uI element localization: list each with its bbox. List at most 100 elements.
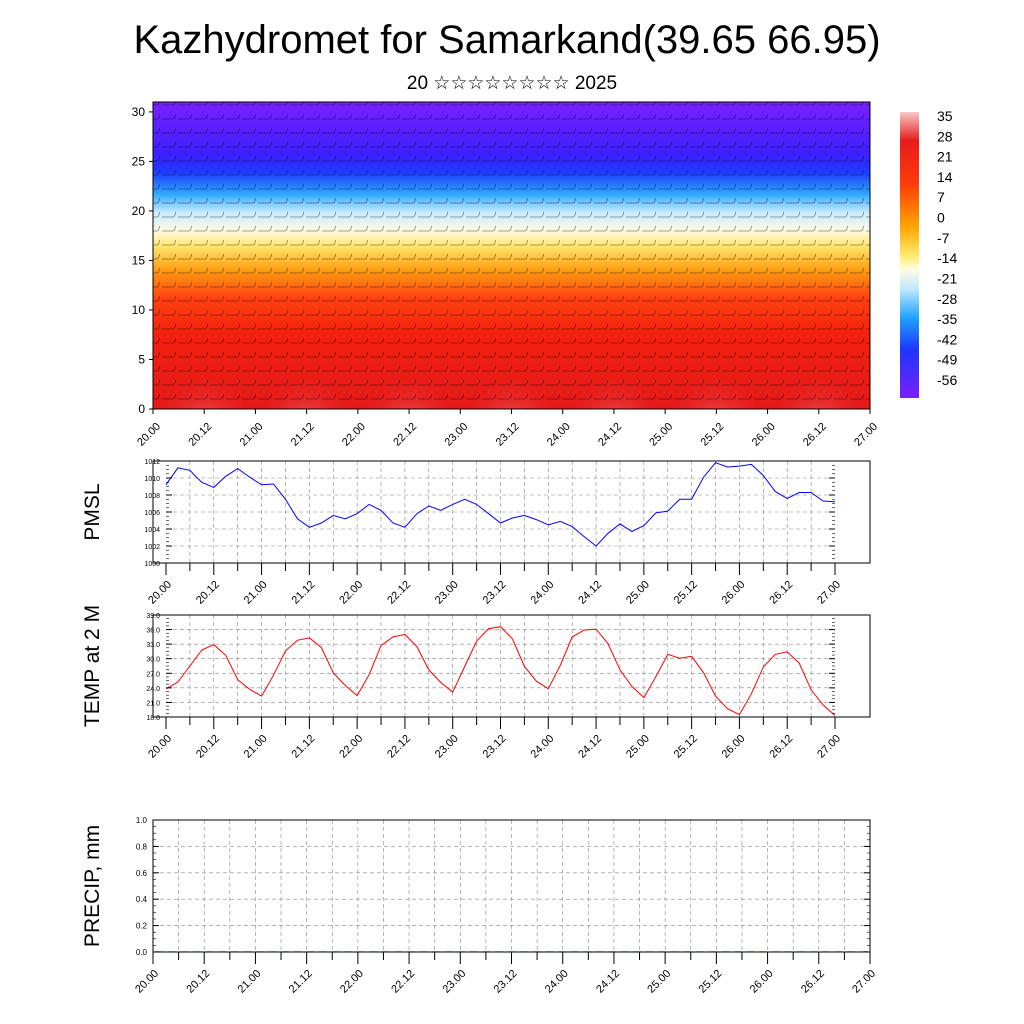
precip-bar xyxy=(344,951,352,952)
y-tick-label: 1008 xyxy=(144,493,160,500)
y-tick-label: 1004 xyxy=(144,527,160,534)
temp-x-axis: 20.00 20.12 21.00 21.12 22.00 22.12 23.00 23.12… xyxy=(146,717,843,761)
x-tick-label: 25.00 xyxy=(624,733,652,761)
precip-bar xyxy=(293,951,302,952)
y-tick-label: 1.0 xyxy=(136,816,148,825)
colorbar-label: 21 xyxy=(937,149,953,165)
precip-bar xyxy=(532,951,541,952)
y-tick-label: 0 xyxy=(138,402,145,416)
x-tick-label: 20.12 xyxy=(186,421,214,449)
precip-bar xyxy=(381,951,390,952)
precip-bar xyxy=(168,951,176,952)
x-tick-label: 26.00 xyxy=(750,421,778,449)
y-tick-label: 0.6 xyxy=(136,869,148,878)
colorbar-labels: 35 28 21 14 7 0 -7 -14 -21 -28 -35 -42 -49 -56 xyxy=(937,108,957,388)
x-tick-label: 24.00 xyxy=(528,733,556,761)
x-tick-label: 27.00 xyxy=(815,579,843,607)
temp-y-axis: 18.0 21.0 24.0 27.0 30.0 33.0 36.0 39.0 xyxy=(146,613,835,722)
precip-bar xyxy=(331,951,340,952)
pmsl-x-axis: 20.00 20.12 21.00 21.12 22.00 22.12 23.00 23.12… xyxy=(146,563,843,607)
x-tick-label: 21.12 xyxy=(287,968,315,996)
x-tick-label: 24.12 xyxy=(594,968,622,996)
cross-section-x-axis: 20.00 20.12 21.00 21.12 22.00 22.12 23.00 23.12… xyxy=(135,409,880,449)
x-tick-label: 24.12 xyxy=(596,421,624,449)
colorbar-label: 35 xyxy=(937,108,953,124)
y-tick-label: 20 xyxy=(132,204,146,218)
colorbar-label: -7 xyxy=(937,230,950,246)
precip-bar xyxy=(721,951,730,952)
x-tick-label: 26.12 xyxy=(767,733,795,761)
precip-bar xyxy=(633,951,642,952)
temp-frame xyxy=(152,614,871,718)
cross-section-panel: 0 5 10 15 20 25 30 20.00 20.12 21.00 21.12 22.00 22… xyxy=(132,101,880,449)
precip-bar xyxy=(155,951,164,952)
pmsl-frame xyxy=(152,460,871,564)
colorbar-label: -14 xyxy=(937,250,957,266)
x-tick-label: 24.12 xyxy=(576,579,604,607)
temp-panel: 18.021.024.027.030.033.036.039.0 20.00 20… xyxy=(81,605,871,761)
precip-bar xyxy=(495,951,503,952)
precip-y-axis: 0.0 0.2 0.4 0.6 0.8 1.0 xyxy=(136,816,870,957)
x-tick-label: 23.12 xyxy=(481,579,509,607)
x-tick-label: 26.00 xyxy=(720,733,748,761)
x-tick-label: 21.00 xyxy=(242,733,270,761)
wind-barbs-overlay xyxy=(153,102,870,409)
x-tick-label: 22.00 xyxy=(337,579,365,607)
precip-bar xyxy=(620,951,629,952)
x-tick-label: 22.12 xyxy=(391,421,419,449)
precip-bar xyxy=(444,951,453,952)
y-tick-label: 10 xyxy=(132,303,146,317)
precip-bar xyxy=(658,951,667,952)
x-tick-label: 26.00 xyxy=(720,579,748,607)
x-tick-label: 22.00 xyxy=(340,421,368,449)
precip-bar xyxy=(469,951,478,952)
pmsl-grid xyxy=(166,461,835,563)
precip-bar xyxy=(797,951,805,952)
precip-bar xyxy=(356,951,365,952)
precip-bar xyxy=(784,951,793,952)
precip-axis-label: PRECIP, mm xyxy=(81,825,104,947)
colorbar-label: 14 xyxy=(937,169,953,185)
x-tick-label: 20.00 xyxy=(146,579,174,607)
x-tick-label: 22.00 xyxy=(338,968,366,996)
y-tick-label: 18.0 xyxy=(146,715,160,722)
colorbar-label: -35 xyxy=(937,311,957,327)
y-tick-label: 30 xyxy=(132,105,146,119)
precip-bar xyxy=(243,951,252,952)
x-tick-label: 20.00 xyxy=(133,968,161,996)
x-tick-label: 23.12 xyxy=(494,421,522,449)
precip-bar xyxy=(482,951,491,952)
precip-bar xyxy=(595,951,604,952)
x-tick-label: 24.00 xyxy=(543,968,571,996)
cross-section-y-axis: 0 5 10 15 20 25 30 xyxy=(132,105,153,416)
x-tick-label: 23.12 xyxy=(492,968,520,996)
x-tick-label: 27.00 xyxy=(852,421,880,449)
y-tick-label: 24.0 xyxy=(146,686,160,693)
y-tick-label: 15 xyxy=(132,253,146,267)
precip-bar xyxy=(859,951,868,952)
colorbar: 35 28 21 14 7 0 -7 -14 -21 -28 -35 -42 -49 -56 xyxy=(900,108,957,398)
precip-bar xyxy=(708,951,717,952)
precip-bar xyxy=(256,951,264,952)
x-tick-label: 22.00 xyxy=(337,733,365,761)
precip-grid xyxy=(153,820,870,952)
precip-bar xyxy=(306,951,315,952)
precip-bar xyxy=(847,951,855,952)
pmsl-series-line xyxy=(165,462,836,547)
x-tick-label: 21.12 xyxy=(290,733,318,761)
x-tick-label: 20.12 xyxy=(184,968,212,996)
precip-bars xyxy=(155,951,868,952)
x-tick-label: 24.12 xyxy=(576,733,604,761)
x-tick-label: 25.12 xyxy=(699,421,727,449)
precip-bar xyxy=(734,951,742,952)
colorbar-label: -49 xyxy=(937,352,957,368)
precip-bar xyxy=(558,951,566,952)
x-tick-label: 24.00 xyxy=(545,421,573,449)
precip-bar xyxy=(394,951,403,952)
precip-bar xyxy=(520,951,528,952)
y-tick-label: 21.0 xyxy=(146,700,160,707)
y-tick-label: 39.0 xyxy=(146,613,160,620)
x-tick-label: 26.12 xyxy=(799,968,827,996)
precip-bar xyxy=(218,951,226,952)
